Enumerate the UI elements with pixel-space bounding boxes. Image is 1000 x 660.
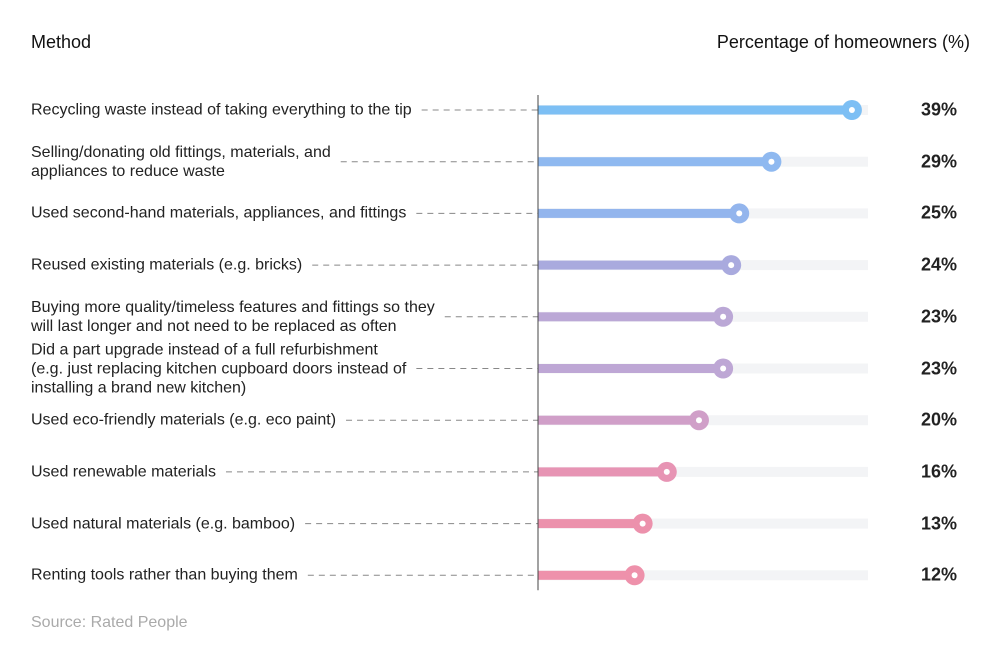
category-label: Used natural materials (e.g. bamboo) — [31, 515, 296, 533]
category-label: Recycling waste instead of taking everyt… — [31, 101, 412, 119]
track — [538, 518, 868, 529]
marker-dot — [720, 365, 727, 372]
value-label: 24% — [920, 254, 957, 275]
marker-dot — [663, 468, 670, 475]
marker-dot — [639, 520, 646, 527]
value-label: 23% — [920, 358, 957, 378]
bar — [538, 519, 643, 529]
value-label: 20% — [920, 409, 957, 430]
value-label: 29% — [920, 151, 957, 172]
category-label: Selling/donating old fittings, materials… — [31, 143, 331, 180]
category-header: Method — [31, 32, 92, 52]
category-label: Used second-hand materials, appliances, … — [31, 204, 407, 222]
category-label: Did a part upgrade instead of a full ref… — [31, 341, 407, 396]
category-label: Used eco-friendly materials (e.g. eco pa… — [31, 411, 337, 429]
track — [538, 466, 868, 477]
value-label: 12% — [920, 564, 957, 585]
marker-dot — [720, 313, 727, 320]
bar — [538, 157, 772, 167]
category-label: Used renewable materials — [31, 463, 216, 481]
marker-dot — [768, 158, 775, 165]
category-label: Reused existing materials (e.g. bricks) — [31, 256, 303, 274]
marker-dot — [736, 210, 743, 217]
source: Source: Rated People — [31, 614, 188, 631]
bar — [538, 312, 724, 322]
bar — [538, 467, 667, 477]
value-label: 13% — [920, 513, 957, 534]
bar — [538, 415, 699, 425]
bar — [538, 208, 740, 218]
track — [538, 570, 868, 581]
bar — [538, 364, 724, 373]
bar — [538, 105, 852, 115]
value-label: 39% — [920, 99, 957, 120]
marker-dot — [695, 417, 702, 424]
value-label: 16% — [920, 461, 957, 482]
marker-dot — [631, 572, 638, 579]
value-header: Percentage of homeowners (%) — [716, 32, 970, 52]
marker-dot — [848, 107, 855, 113]
category-label: Buying more quality/timeless features an… — [31, 298, 435, 335]
category-label: Renting tools rather than buying them — [31, 566, 298, 584]
bar — [538, 570, 635, 580]
bar — [538, 260, 732, 270]
value-label: 23% — [920, 306, 957, 327]
value-label: 25% — [920, 202, 957, 223]
marker-dot — [728, 262, 735, 269]
